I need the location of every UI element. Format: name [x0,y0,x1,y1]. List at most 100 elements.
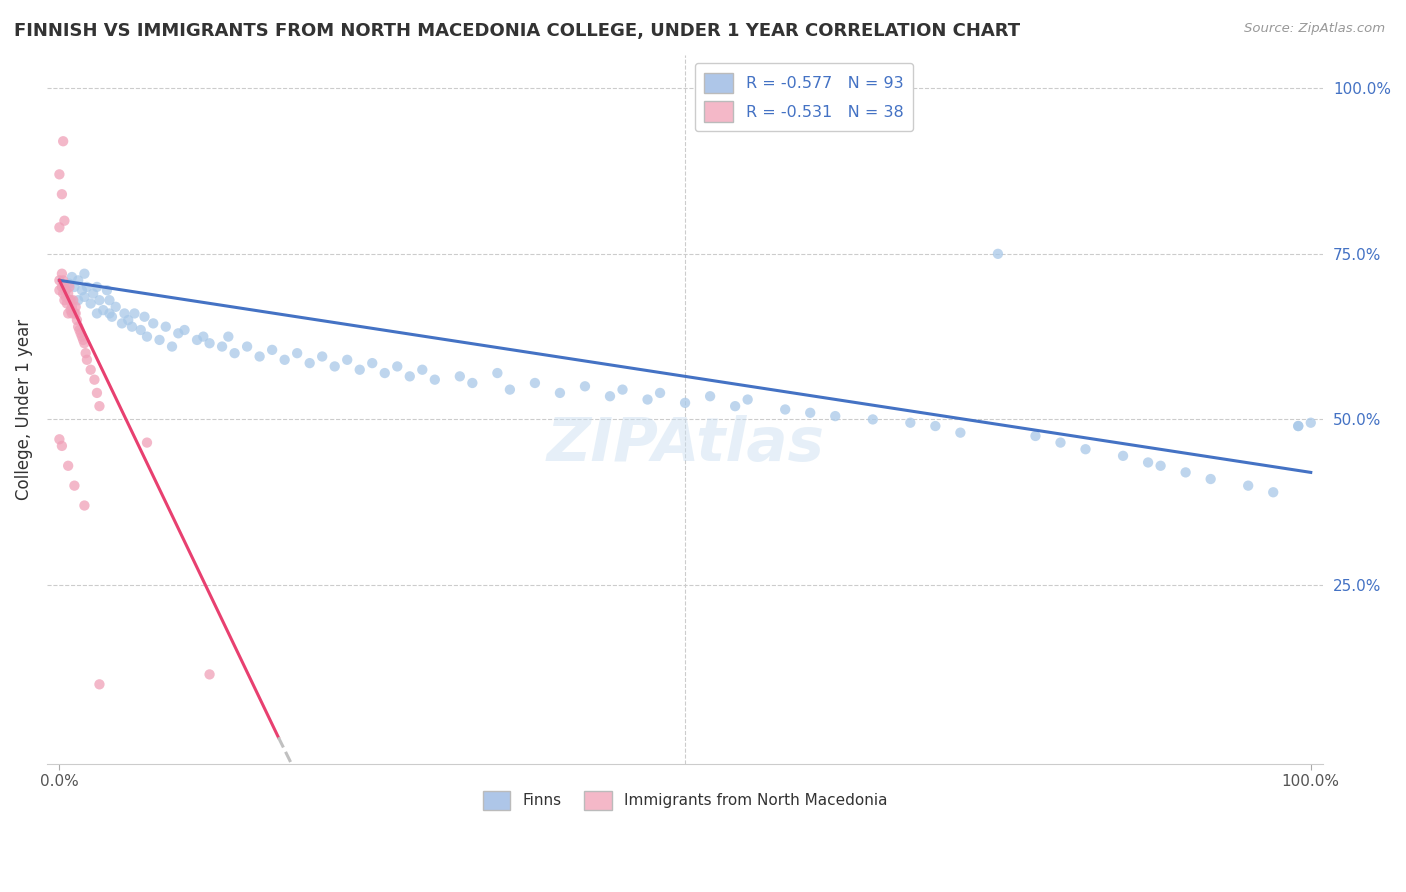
Point [273,352,295,367]
Text: ZIPAtlas: ZIPAtlas [546,416,824,475]
Point [160,340,183,354]
Point [79,296,101,310]
Point [48,283,70,297]
Point [648,385,671,400]
Point [66,313,89,327]
Point [63,478,86,492]
Point [121,319,143,334]
Point [59,303,82,318]
Point [83,373,105,387]
Point [52,286,75,301]
Point [211,340,233,354]
Point [1137,455,1160,469]
Point [574,379,596,393]
Point [249,350,271,364]
Point [53,213,76,227]
Point [136,435,159,450]
Point [117,313,139,327]
Point [1174,466,1197,480]
Point [193,329,215,343]
Point [217,329,239,343]
Point [262,343,284,357]
Point [60,270,83,285]
Point [51,280,73,294]
Point [73,290,96,304]
Point [699,389,721,403]
Point [111,317,134,331]
Point [198,667,221,681]
Point [56,286,79,301]
Point [224,346,246,360]
Point [69,326,91,341]
Point [523,376,546,390]
Point [58,280,80,294]
Point [323,359,346,374]
Point [65,300,87,314]
Point [486,366,509,380]
Legend: Finns, Immigrants from North Macedonia: Finns, Immigrants from North Macedonia [477,785,894,816]
Point [173,323,195,337]
Point [58,293,80,308]
Point [56,296,79,310]
Point [76,352,98,367]
Text: Source: ZipAtlas.com: Source: ZipAtlas.com [1244,22,1385,36]
Point [398,369,420,384]
Point [423,373,446,387]
Point [1286,419,1309,434]
Point [673,396,696,410]
Point [56,458,79,473]
Point [60,306,83,320]
Point [461,376,484,390]
Point [198,336,221,351]
Point [51,439,73,453]
Point [53,280,76,294]
Point [134,310,156,324]
Point [82,286,104,301]
Point [58,277,80,291]
Point [73,499,96,513]
Point [336,352,359,367]
Point [924,419,946,434]
Point [79,363,101,377]
Point [89,399,111,413]
Point [101,310,124,324]
Point [104,300,127,314]
Point [349,363,371,377]
Point [48,273,70,287]
Point [548,385,571,400]
Point [773,402,796,417]
Point [1049,435,1071,450]
Point [737,392,759,407]
Point [98,306,121,320]
Point [124,306,146,320]
Point [599,389,621,403]
Point [48,432,70,446]
Point [63,280,86,294]
Point [799,406,821,420]
Point [155,319,177,334]
Point [1112,449,1135,463]
Point [136,329,159,343]
Point [70,283,93,297]
Y-axis label: College, Under 1 year: College, Under 1 year [15,319,32,500]
Point [167,326,190,341]
Point [55,283,77,297]
Point [89,677,111,691]
Point [449,369,471,384]
Point [91,303,114,318]
Point [70,329,93,343]
Point [76,280,98,294]
Point [63,306,86,320]
Point [898,416,921,430]
Point [949,425,972,440]
Point [724,399,747,413]
Point [55,290,77,304]
Point [612,383,634,397]
Point [75,346,97,360]
Point [311,350,333,364]
Point [96,283,118,297]
Point [55,283,77,297]
Point [67,323,90,337]
Point [374,366,396,380]
Point [56,306,79,320]
